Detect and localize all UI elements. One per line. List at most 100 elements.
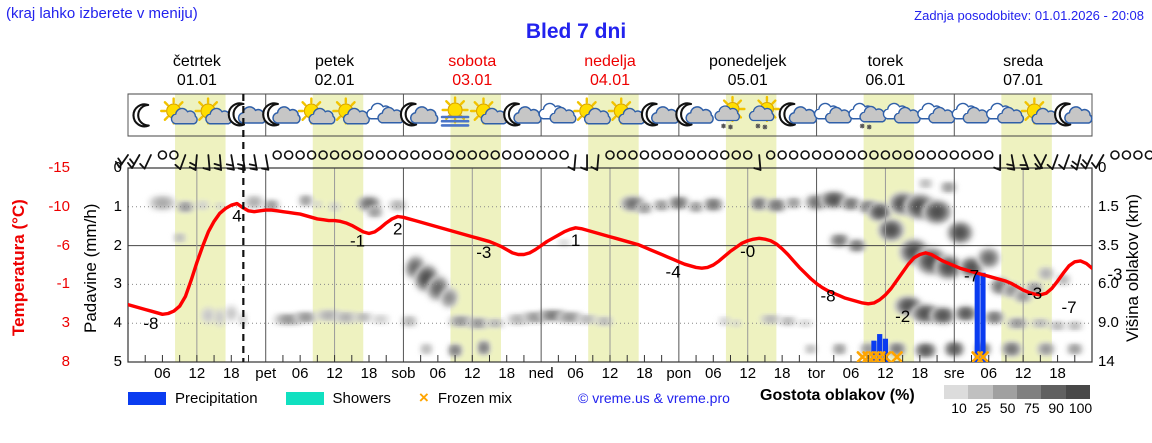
weather-icon-sun-cloud [194, 97, 233, 125]
time-tick: sre [943, 365, 965, 382]
wind-calm-icon [857, 150, 868, 160]
wind-barb-icon [580, 154, 588, 171]
wind-barb-icon [1091, 154, 1105, 169]
location-menu-hint[interactable]: (kraj lahko izberete v meniju) [6, 5, 198, 22]
wind-barb-icon [213, 154, 223, 171]
time-tick: 12 [739, 365, 757, 382]
time-tick: 18 [636, 365, 653, 382]
wind-calm-icon [685, 150, 696, 160]
weather-icon-moon-cloud [399, 102, 439, 127]
wind-calm-icon [501, 150, 512, 160]
colorbar-label: 10 [951, 400, 967, 416]
time-tick: 06 [842, 365, 860, 382]
wind-calm-icon [547, 150, 558, 160]
time-tick: 18 [222, 365, 240, 382]
wind-calm-icon [398, 150, 409, 160]
day-date: 01.01 [176, 72, 217, 89]
colorbar-label: 90 [1048, 400, 1064, 416]
weather-icon-moon-cloud [503, 102, 542, 127]
day-name: ponedeljek [708, 53, 787, 70]
wind-calm-icon [834, 150, 845, 160]
day-header-2: sobota 03.01 [403, 52, 541, 90]
wind-calm-icon [375, 150, 386, 160]
time-tick: 12 [463, 365, 481, 382]
wind-calm-icon [915, 150, 925, 160]
wind-calm-icon [926, 150, 937, 160]
time-tick: 18 [911, 365, 929, 382]
day-header-3: nedelja 04.01 [541, 52, 679, 90]
showers-legend-label: Showers [332, 389, 391, 407]
temperature-point-label: -3 [1107, 265, 1122, 284]
wind-barb-icon [1019, 154, 1030, 170]
colorbar-label: 50 [999, 400, 1016, 416]
weather-icon-sun-cloud [297, 97, 336, 125]
cloud-height-tick: 0 [1098, 159, 1107, 176]
wind-barb-icon [261, 154, 270, 171]
weather-icon-moon [132, 103, 150, 128]
weather-icon-moon-cloud [262, 102, 301, 127]
weather-icon-moon-cloud [640, 102, 680, 127]
precipitation-tick: 4 [113, 314, 122, 332]
day-date: 05.01 [727, 72, 768, 89]
wind-calm-icon [1110, 150, 1120, 160]
temperature-point-label: -1 [350, 232, 365, 251]
weather-icon-cloud [951, 102, 990, 124]
time-tick: 06 [704, 365, 722, 382]
precipitation-legend-label: Precipitation [175, 389, 258, 407]
wind-calm-icon [1121, 150, 1132, 160]
credit-link[interactable]: © vreme.us & vreme.pro [578, 390, 730, 406]
time-tick: pon [666, 365, 692, 382]
wind-calm-icon [341, 150, 351, 160]
day-header-1: petek 02.01 [266, 52, 404, 90]
precipitation-tick: 2 [113, 236, 122, 254]
time-tick: 12 [188, 365, 206, 382]
day-name: petek [314, 53, 355, 70]
wind-calm-icon [1133, 150, 1143, 160]
time-tick: 06 [567, 365, 584, 382]
wind-barb-icon [1080, 154, 1093, 170]
wind-calm-icon [938, 150, 948, 160]
weather-icon-cloud-snow [848, 102, 887, 130]
wind-calm-icon [478, 150, 489, 160]
temperature-point-label: -0 [740, 242, 755, 261]
wind-barb-icon [1046, 154, 1059, 170]
time-tick: 12 [326, 365, 343, 382]
temperature-point-label: -8 [143, 314, 158, 333]
time-tick: tor [807, 365, 826, 382]
wind-calm-icon [800, 150, 810, 160]
day-header-5: torek 06.01 [817, 52, 955, 90]
wind-calm-icon [628, 150, 638, 160]
wind-calm-icon [387, 150, 397, 160]
wind-calm-icon [651, 150, 661, 160]
frozen-mix-legend-label: Frozen mix [437, 389, 513, 407]
cloud-height-tick: 1.5 [1098, 197, 1119, 215]
time-tick: 06 [291, 365, 309, 382]
time-tick: 06 [429, 365, 447, 382]
wind-barb-icon [248, 154, 258, 171]
wind-calm-icon [295, 150, 305, 160]
temperature-point-label: -7 [1061, 298, 1076, 317]
temperature-point-label: -3 [476, 243, 491, 262]
weather-icon-cloud [366, 102, 405, 124]
day-header-6: sreda 07.01 [954, 52, 1092, 90]
time-tick: 12 [1014, 365, 1032, 382]
time-tick: 06 [154, 365, 171, 382]
cloud-density-colorbar [944, 385, 1090, 399]
wind-calm-icon [283, 150, 294, 160]
wind-calm-icon [605, 150, 615, 160]
colorbar-label: 100 [1068, 400, 1093, 416]
colorbar-step-4 [1041, 385, 1066, 399]
temperature-tick: 3 [61, 314, 70, 332]
day-date: 02.01 [314, 72, 355, 89]
last-updated: Zadnja posodobitev: 01.01.2026 - 20:08 [914, 8, 1144, 23]
wind-barb-icon [225, 154, 235, 171]
wind-barb-icon [1034, 154, 1047, 170]
wind-barb-icon [202, 154, 211, 171]
wind-barb-icon [127, 154, 141, 169]
wind-calm-icon [662, 150, 673, 160]
legend: Precipitation Showers × Frozen mix [128, 388, 540, 408]
weather-icon-sun-cloud-snow [714, 95, 746, 130]
wind-calm-icon [433, 150, 443, 160]
weather-icon-sun-cloud [573, 97, 611, 125]
